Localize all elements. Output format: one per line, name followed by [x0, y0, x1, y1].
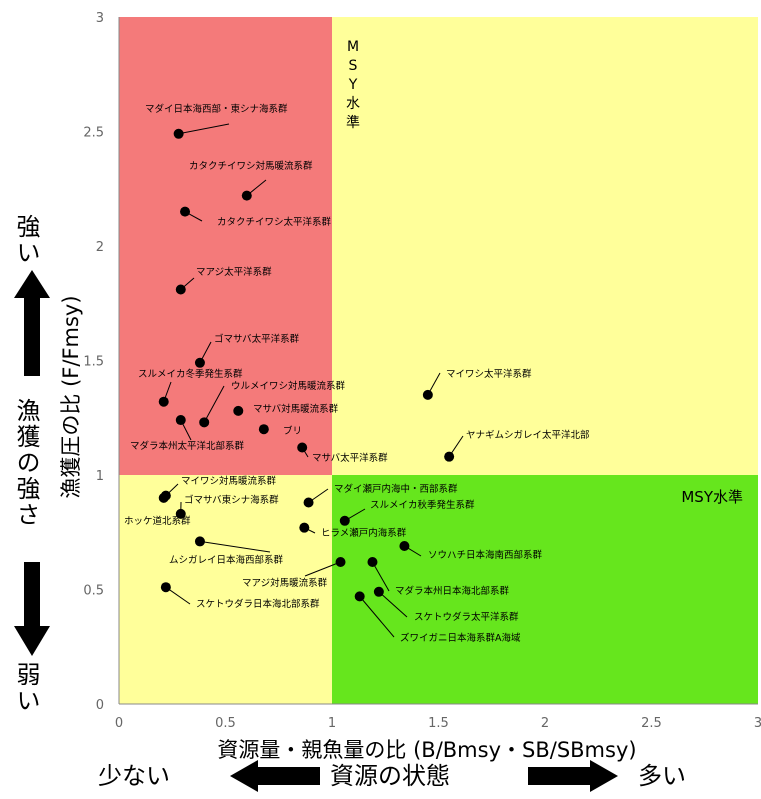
- data-point: [242, 191, 252, 201]
- arrow-up-head: [14, 270, 50, 298]
- point-label: スルメイカ冬季発生系群: [138, 368, 243, 380]
- point-label: スルメイカ秋季発生系群: [370, 499, 475, 511]
- point-label: ゴマサバ東シナ海系群: [184, 494, 279, 506]
- x-tick-label: 1.5: [428, 716, 449, 731]
- y-tick-label: 3: [96, 11, 104, 26]
- point-label: ブリ: [283, 425, 302, 437]
- data-point: [199, 417, 209, 427]
- x-tick-label: 2: [541, 716, 549, 731]
- y-tick-label: 2.5: [83, 126, 104, 141]
- point-label: ホッケ道北系群: [124, 515, 191, 527]
- msy-horizontal-label: MSY水準: [681, 488, 743, 506]
- data-point: [259, 424, 269, 434]
- data-point: [174, 129, 184, 139]
- x-tick-label: 2.5: [641, 716, 662, 731]
- data-point: [355, 591, 365, 601]
- few-label: 少ない: [98, 762, 170, 790]
- resource-state-label: 資源の状態: [330, 762, 450, 790]
- data-point: [336, 557, 346, 567]
- strong-label: 強い: [12, 214, 40, 266]
- x-tick-label: 0.5: [215, 716, 236, 731]
- arrow-right-shaft: [528, 767, 590, 785]
- point-label: マアジ太平洋系群: [196, 266, 272, 278]
- point-label: マダイ瀬戸内海中・西部系群: [334, 483, 458, 495]
- point-label: ウルメイワシ対馬暖流系群: [231, 380, 346, 392]
- point-label: カタクチイワシ太平洋系群: [217, 216, 332, 228]
- point-label: マサバ対馬暖流系群: [253, 403, 339, 415]
- data-point: [299, 523, 309, 533]
- many-label: 多い: [638, 762, 686, 790]
- data-point: [159, 397, 169, 407]
- x-tick-label: 0: [115, 716, 123, 731]
- arrow-up-shaft: [24, 298, 40, 376]
- data-point: [399, 541, 409, 551]
- point-label: ヒラメ瀬戸内海系群: [321, 527, 407, 539]
- point-label: マダイ日本海西部・東シナ海系群: [145, 103, 288, 115]
- data-point: [444, 452, 454, 462]
- point-label: ムシガレイ日本海西部系群: [169, 554, 284, 566]
- fishing-strength-label: 漁獲の強さ: [12, 398, 40, 528]
- point-label: マアジ対馬暖流系群: [242, 577, 328, 589]
- zone-high-pressure: [332, 17, 758, 475]
- arrow-left-head: [230, 760, 258, 792]
- point-label: ゴマサバ太平洋系群: [214, 333, 300, 345]
- data-point: [176, 285, 186, 295]
- point-label: スケトウダラ日本海北部系群: [196, 598, 320, 610]
- y-axis-title: 漁獲圧の比 (F/Fmsy): [59, 295, 83, 498]
- data-point: [195, 358, 205, 368]
- point-label: マイワシ太平洋系群: [446, 368, 532, 380]
- point-label: マダラ本州太平洋北部系群: [130, 440, 245, 452]
- x-axis-title: 資源量・親魚量の比 (B/Bmsy・SB/SBmsy): [217, 738, 636, 762]
- point-label: スケトウダラ太平洋系群: [414, 611, 519, 623]
- arrow-right-head: [590, 760, 618, 792]
- data-point: [304, 497, 314, 507]
- y-tick-label: 1.5: [83, 355, 104, 370]
- data-point: [176, 415, 186, 425]
- y-tick-label: 0: [96, 698, 104, 713]
- y-tick-label: 0.5: [83, 584, 104, 599]
- data-point: [423, 390, 433, 400]
- point-label: ズワイガニ日本海系群A海域: [400, 632, 521, 644]
- point-label: マイワシ対馬暖流系群: [181, 475, 277, 487]
- data-point: [297, 443, 307, 453]
- arrow-down-shaft: [24, 562, 40, 626]
- zone-low-stock: [119, 475, 332, 704]
- point-label: マダラ本州日本海北部系群: [395, 585, 510, 597]
- point-label: ソウハチ日本海南西部系群: [428, 549, 543, 561]
- y-tick-label: 2: [96, 240, 104, 255]
- point-label: マサバ太平洋系群: [312, 452, 388, 464]
- weak-label: 弱い: [12, 662, 40, 714]
- data-point: [180, 207, 190, 217]
- point-label: ヤナギムシガレイ太平洋北部: [466, 429, 590, 441]
- arrow-down-head: [14, 626, 50, 656]
- data-point: [195, 536, 205, 546]
- data-point: [161, 582, 171, 592]
- data-point: [367, 557, 377, 567]
- y-tick-label: 1: [96, 469, 104, 484]
- data-point: [374, 587, 384, 597]
- x-tick-label: 1: [328, 716, 336, 731]
- data-point: [159, 493, 169, 503]
- arrow-left-shaft: [258, 767, 320, 785]
- point-label: カタクチイワシ対馬暖流系群: [189, 160, 313, 172]
- data-point: [233, 406, 243, 416]
- x-tick-label: 3: [754, 716, 761, 731]
- data-point: [340, 516, 350, 526]
